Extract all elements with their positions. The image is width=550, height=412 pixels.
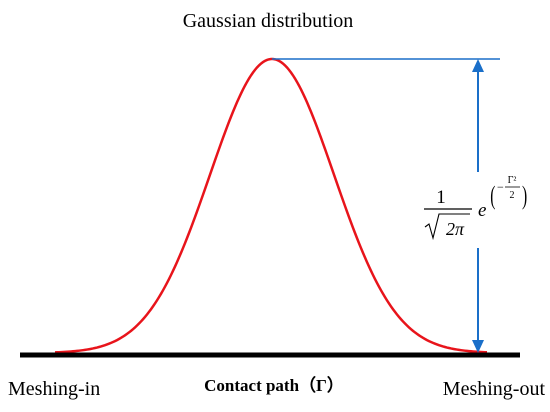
sqrt-icon [424,213,470,241]
formula-denominator: 2π [446,219,465,239]
arrowhead-up-icon [472,59,484,72]
meshing-out-label: Meshing-out [443,378,546,400]
exponent-sign: − [497,180,504,194]
contact-path-label: Contact path（Γ） [204,375,344,395]
exponent-open-paren: ( [490,181,495,210]
arrowhead-down-icon [472,340,484,353]
formula-numerator: 1 [436,187,446,208]
gaussian-curve [54,57,488,354]
exponent-denominator: 2 [510,190,515,201]
exponent-numerator: Γ² [508,175,517,186]
meshing-in-label: Meshing-in [8,378,100,400]
formula-background [418,172,484,248]
diagram-title: Gaussian distribution [183,10,354,32]
exponent-close-paren: ) [522,181,527,210]
gaussian-amplitude-formula: 1 2π e ( − Γ² 2 ) [418,172,527,248]
formula-exponential-base: e [478,200,486,221]
